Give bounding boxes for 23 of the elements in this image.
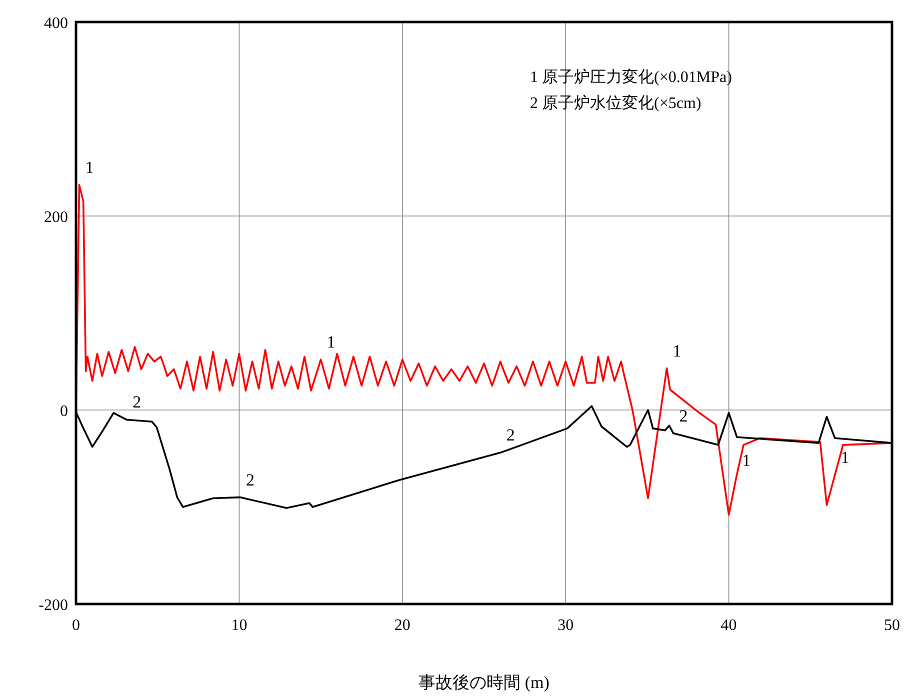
x-tick-label: 40 <box>720 617 737 634</box>
annotation: 1 原子炉圧力変化(×0.01MPa) <box>530 68 732 86</box>
y-tick-label: 400 <box>44 15 68 32</box>
annotation: 2 <box>246 470 255 490</box>
y-tick-label: -200 <box>38 597 68 614</box>
annotation: 1 <box>742 450 751 470</box>
line-series <box>75 184 893 516</box>
x-tick-label: 50 <box>884 617 900 634</box>
annotation: 1 <box>326 332 336 352</box>
x-axis-title: 事故後の時間 (m) <box>418 673 550 692</box>
annotation: 2 <box>679 406 688 426</box>
annotation: 2 <box>506 426 515 445</box>
annotation: 1 <box>672 341 682 360</box>
annotation: 2 原子炉水位変化(×5cm) <box>530 94 702 112</box>
x-tick-label: 30 <box>558 617 574 634</box>
y-tick-label: 200 <box>44 209 68 226</box>
x-tick-label: 10 <box>231 617 248 634</box>
x-tick-label: 0 <box>72 617 80 634</box>
annotation: 1 <box>85 158 94 177</box>
annotation: 1 <box>840 448 850 467</box>
annotation: 2 <box>132 392 142 412</box>
x-tick-label: 20 <box>394 617 410 634</box>
y-tick-label: 0 <box>60 403 68 420</box>
